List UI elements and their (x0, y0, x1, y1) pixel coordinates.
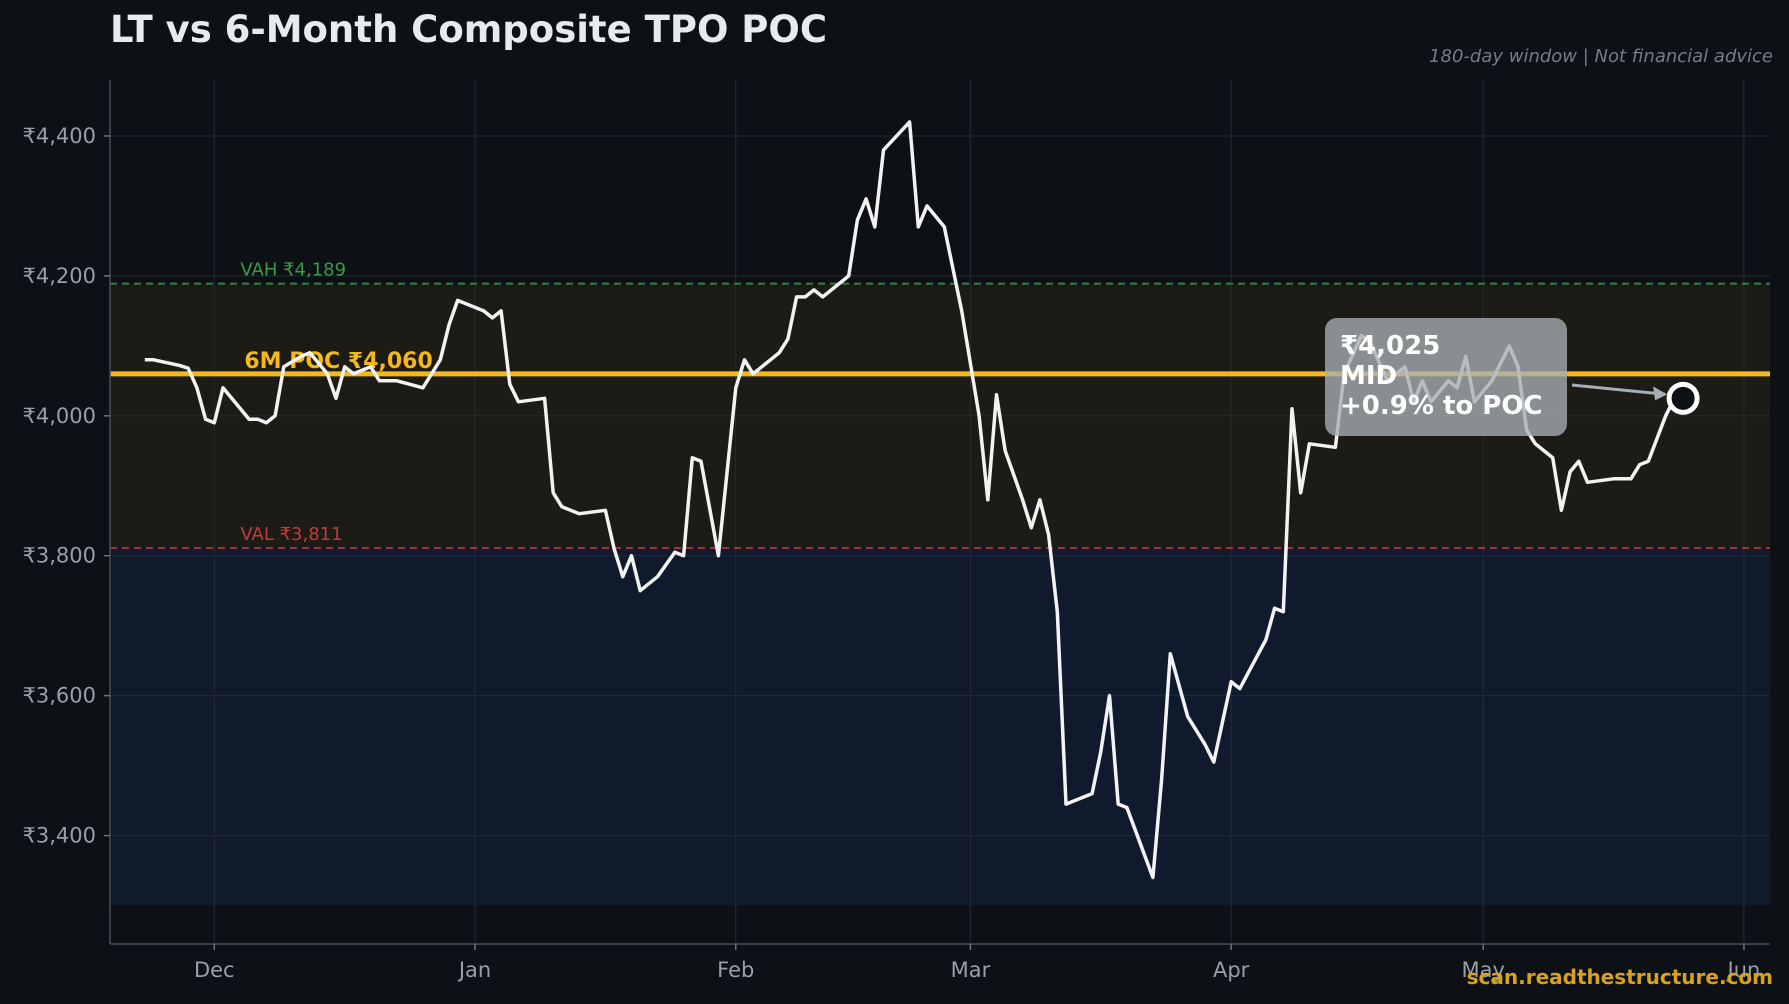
y-tick-label: ₹3,600 (23, 684, 96, 708)
last-price-marker (1666, 381, 1700, 415)
below-val-band (110, 548, 1770, 906)
y-tick-label: ₹4,200 (23, 264, 96, 288)
x-tick-label: Mar (951, 958, 991, 982)
poc-label: 6M POC ₹4,060 (244, 349, 432, 374)
chart-subtitle: 180-day window | Not financial advice (1429, 46, 1773, 67)
y-tick-label: ₹3,800 (23, 544, 96, 568)
vah-label: VAH ₹4,189 (240, 260, 346, 281)
x-tick-label: May (1461, 958, 1504, 982)
watermark: scan.readthestructure.com (1466, 965, 1773, 989)
callout-box (1325, 318, 1567, 436)
callout-text-2: +0.9% to POC (1340, 391, 1543, 421)
x-tick-label: Jun (1726, 958, 1761, 982)
y-tick-label: ₹4,000 (23, 404, 96, 428)
callout-text-0: ₹4,025 (1340, 331, 1440, 361)
callout-arrowhead (1653, 386, 1668, 401)
y-tick-label: ₹3,400 (23, 824, 96, 848)
x-tick-label: Feb (717, 958, 754, 982)
x-tick-label: Jan (457, 958, 491, 982)
callout-arrow (1571, 383, 1666, 396)
val-label: VAL ₹3,811 (240, 524, 342, 545)
chart-title: LT vs 6-Month Composite TPO POC (110, 8, 828, 51)
y-tick-label: ₹4,400 (23, 124, 96, 148)
callout-text-1: MID (1340, 361, 1397, 391)
x-tick-label: Dec (194, 958, 235, 982)
x-tick-label: Apr (1213, 958, 1250, 982)
